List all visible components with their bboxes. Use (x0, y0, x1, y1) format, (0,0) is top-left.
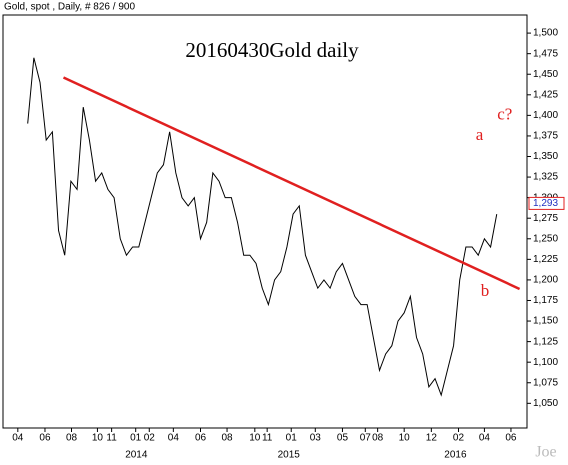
annotation: c? (497, 104, 512, 123)
y-tick-label: 1,450 (533, 69, 558, 80)
y-tick-label: 1,125 (533, 336, 558, 347)
year-label: 2015 (278, 450, 301, 461)
y-tick-label: 1,100 (533, 357, 558, 368)
x-tick-label: 11 (106, 433, 117, 444)
y-tick-label: 1,325 (533, 172, 558, 183)
x-tick-label: 05 (337, 433, 349, 444)
x-tick-label: 06 (505, 433, 517, 444)
x-tick-label: 04 (12, 433, 24, 444)
watermark: Joe (535, 444, 556, 461)
x-tick-label: 10 (249, 433, 261, 444)
y-tick-label: 1,200 (533, 275, 558, 286)
price-line (27, 57, 498, 397)
y-tick-label: 1,250 (533, 233, 558, 244)
year-label: 2014 (125, 450, 148, 461)
x-tick-label: 10 (399, 433, 411, 444)
chart-title: 20160430Gold daily (185, 38, 359, 62)
y-tick-label: 1,350 (533, 151, 558, 162)
y-tick-label: 1,175 (533, 295, 558, 306)
x-tick-label: 01 (130, 433, 142, 444)
y-tick-label: 1,475 (533, 48, 558, 59)
last-price-box (528, 196, 565, 210)
y-tick-label: 1,425 (533, 89, 558, 100)
header: Gold, spot , Daily, # 826 / 900 (4, 2, 135, 13)
annotation: b (481, 281, 490, 300)
x-tick-label: 01 (286, 433, 298, 444)
y-tick-label: 1,275 (533, 213, 558, 224)
x-tick-label: 11 (262, 433, 273, 444)
last-price-label: 1,293 (533, 198, 558, 209)
x-tick-label: 04 (168, 433, 180, 444)
x-tick-label: 06 (39, 433, 51, 444)
y-tick-label: 1,150 (533, 316, 558, 327)
year-label: 2016 (444, 450, 467, 461)
x-tick-label: 03 (310, 433, 322, 444)
annotation: a (476, 125, 484, 144)
x-tick-label: 08 (372, 433, 384, 444)
x-tick-label: 04 (479, 433, 491, 444)
x-tick-label: 02 (453, 433, 465, 444)
y-tick-label: 1,075 (533, 377, 558, 388)
x-tick-label: 07 (360, 433, 372, 444)
plot-frame (2, 14, 528, 429)
y-tick-label: 1,400 (533, 110, 558, 121)
x-tick-label: 08 (221, 433, 233, 444)
x-tick-label: 10 (92, 433, 104, 444)
x-tick-label: 02 (144, 433, 156, 444)
x-tick-label: 08 (66, 433, 78, 444)
y-tick-label: 1,050 (533, 398, 558, 409)
y-tick-label: 1,500 (533, 28, 558, 39)
y-tick-label: 1,375 (533, 131, 558, 142)
y-tick-label: 1,225 (533, 254, 558, 265)
x-tick-label: 06 (195, 433, 207, 444)
x-tick-label: 12 (426, 433, 438, 444)
trend-line (62, 76, 521, 291)
